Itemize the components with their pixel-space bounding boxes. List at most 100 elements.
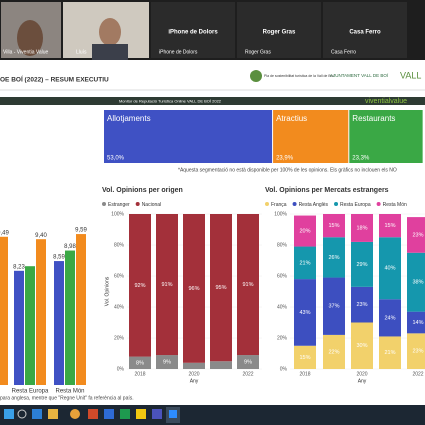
bar-segment <box>323 237 345 278</box>
bar-segment <box>294 246 316 280</box>
x-axis-label: Any <box>358 378 367 384</box>
app-icon[interactable] <box>169 410 177 418</box>
app-icon[interactable] <box>136 409 146 419</box>
video-tile[interactable] <box>323 2 407 58</box>
bar-value: 26% <box>328 255 339 261</box>
brand: viventialvalue <box>365 98 407 105</box>
banner <box>0 97 425 105</box>
x-tick-label: Resta Món <box>55 389 84 395</box>
bar-segment <box>210 214 232 362</box>
legend-swatch <box>292 202 297 206</box>
app-icon[interactable] <box>152 409 162 419</box>
segment-label: Atractius <box>276 114 307 123</box>
bar-segment <box>351 214 373 242</box>
bar-value: 21% <box>299 260 310 266</box>
bar-segment <box>294 279 316 346</box>
video-tile[interactable] <box>151 2 235 58</box>
y-tick-label: 40% <box>277 304 288 310</box>
x-tick-label: 2022 <box>412 371 423 377</box>
bar-segment <box>379 237 401 300</box>
segment-label: Restaurants <box>352 114 395 123</box>
bar <box>36 239 46 385</box>
bar-segment <box>237 355 259 369</box>
search-icon[interactable] <box>17 409 27 419</box>
legend-label: França <box>271 202 287 208</box>
banner-text: Monitor de Reputació Turística Online VA… <box>119 99 222 104</box>
chart-title: Vol. Opinions per Mercats estrangers <box>265 187 389 194</box>
note: *Aquesta segmentació no està disponible … <box>178 167 397 173</box>
legend-swatch <box>102 202 106 206</box>
bar-value: 9% <box>163 359 171 365</box>
x-tick-label: 2022 <box>242 371 253 377</box>
tile-name: iPhone de Dolors <box>168 30 218 36</box>
report-title: OE BOÍ (2022) – RESUM EXECUTIU <box>0 75 109 84</box>
tile-name: Roger Gras <box>263 30 296 36</box>
bar-value: 15% <box>299 355 310 361</box>
legend-label: Resta Món <box>383 202 407 208</box>
bar-value: 40% <box>384 266 395 272</box>
segment <box>349 110 423 163</box>
segment-value: 23,9% <box>276 156 294 162</box>
app-icon[interactable] <box>32 409 42 419</box>
video-tile[interactable] <box>237 2 321 58</box>
app-icon[interactable] <box>48 409 58 419</box>
bar-segment <box>323 277 345 335</box>
legend-label: Resta Europa <box>340 202 371 208</box>
legend-swatch <box>135 202 140 206</box>
bar <box>65 250 75 385</box>
app-icon[interactable] <box>104 409 114 419</box>
logo: AJUNTAMENT VALL DE BOÍ <box>330 72 389 78</box>
start-button[interactable] <box>4 409 14 419</box>
bar-segment <box>351 241 373 287</box>
bar-segment <box>294 215 316 247</box>
person <box>99 18 121 46</box>
bar-segment <box>407 311 425 334</box>
segment-label: Allotjaments <box>107 114 151 123</box>
y-tick-label: 80% <box>277 242 288 248</box>
y-tick-label: 0% <box>117 366 125 372</box>
y-tick-label: 20% <box>114 335 125 341</box>
bar-value: 15% <box>328 223 339 229</box>
bar-segment <box>351 322 373 369</box>
bar <box>76 234 86 385</box>
bar-segment <box>407 252 425 312</box>
legend-swatch <box>265 202 269 206</box>
y-tick-label: 80% <box>114 242 125 248</box>
logo: Pla de sostenibilitat turística de la Va… <box>264 74 334 78</box>
bar-segment <box>407 217 425 253</box>
bar-value: 29% <box>356 262 367 268</box>
bar-value: 43% <box>299 310 310 316</box>
bar-segment <box>210 361 232 369</box>
bar-segment <box>379 336 401 369</box>
tile-label: Casa Ferro <box>331 49 356 55</box>
person <box>17 20 43 56</box>
legend-label: Nacional <box>142 202 161 208</box>
y-tick-label: 0% <box>280 366 288 372</box>
x-axis-label: Any <box>190 378 199 384</box>
tile-label: Lluís <box>76 49 87 55</box>
bar-segment <box>129 214 151 357</box>
bar-value: 20% <box>299 229 310 235</box>
bar-value: 9% <box>244 359 252 365</box>
bar-segment <box>156 355 178 369</box>
app-icon[interactable] <box>120 409 130 419</box>
bar-segment <box>407 333 425 369</box>
bar-value: 23% <box>412 349 423 355</box>
bar-segment <box>351 286 373 323</box>
logo-icon <box>250 70 262 82</box>
bar-value: 8% <box>136 360 144 366</box>
bar-value: 8,59 <box>53 255 65 261</box>
legend-swatch <box>334 202 339 206</box>
tile-label: Villa - Viventia Value <box>3 49 49 55</box>
y-tick-label: 100% <box>111 211 124 217</box>
y-tick-label: 60% <box>114 273 125 279</box>
app-icon[interactable] <box>88 409 98 419</box>
bar-value: 95% <box>215 285 226 291</box>
bar-value: 38% <box>412 280 423 286</box>
y-tick-label: 20% <box>277 335 288 341</box>
segment-value: 23,3% <box>352 156 370 162</box>
bar-segment <box>379 214 401 238</box>
app-icon[interactable] <box>70 409 80 419</box>
x-tick-label: 2018 <box>134 371 145 377</box>
bar-segment <box>183 362 205 369</box>
